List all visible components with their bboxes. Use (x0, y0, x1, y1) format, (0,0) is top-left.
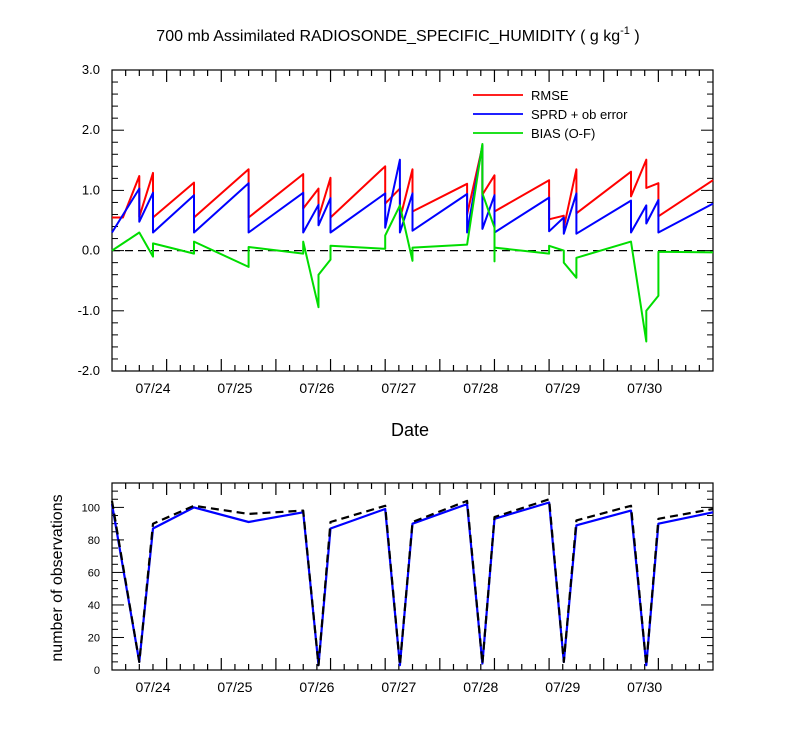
y-tick-label: -1.0 (78, 303, 100, 318)
x-tick-label: 07/25 (217, 380, 252, 396)
chart-title: 700 mb Assimilated RADIOSONDE_SPECIFIC_H… (156, 25, 639, 45)
x-tick-label: 07/28 (463, 380, 498, 396)
y-tick-label: 0.0 (82, 243, 100, 258)
series-line-1 (111, 144, 714, 235)
x-tick-label: 07/26 (299, 380, 334, 396)
bottom-chart: 07/24 07/25 07/26 07/27 07/28 07/29 07/30 100 80… (82, 482, 714, 695)
x-tick-label: 07/27 (381, 380, 416, 396)
series-line-2 (111, 143, 714, 343)
bottom-y-axis-label: number of observations (49, 494, 66, 661)
legend-label: BIAS (O-F) (531, 126, 595, 141)
title-main: 700 mb Assimilated RADIOSONDE_SPECIFIC_H… (156, 28, 620, 45)
x-tick-label: 07/27 (381, 679, 416, 695)
x-tick-label: 07/24 (135, 380, 170, 396)
top-x-axis-label: Date (391, 420, 429, 440)
x-tick-label: 07/26 (299, 679, 334, 695)
x-tick-label: 07/30 (627, 679, 662, 695)
legend-label: RMSE (531, 88, 569, 103)
series-line-1 (110, 498, 714, 667)
y-tick-label: 1.0 (82, 182, 100, 197)
top-chart: 07/24 07/25 07/26 07/27 07/28 07/29 07/30 3.0 2.… (78, 62, 714, 396)
title-unit-superscript: -1 (620, 25, 630, 37)
series-line-0 (110, 501, 714, 667)
y-tick-label: 0 (94, 665, 100, 677)
y-tick-label: 40 (88, 600, 100, 612)
y-tick-label: 80 (88, 535, 100, 547)
y-tick-label: 20 (88, 632, 100, 644)
x-tick-label: 07/29 (545, 380, 580, 396)
y-tick-label: 3.0 (82, 62, 100, 77)
y-tick-label: -2.0 (78, 363, 100, 378)
x-tick-label: 07/30 (627, 380, 662, 396)
y-tick-label: 2.0 (82, 122, 100, 137)
x-tick-label: 07/25 (217, 679, 252, 695)
legend-label: SPRD + ob error (531, 107, 628, 122)
y-tick-label: 100 (82, 502, 100, 514)
plot-frame (111, 482, 714, 671)
x-tick-label: 07/24 (135, 679, 170, 695)
x-tick-label: 07/28 (463, 679, 498, 695)
x-tick-label: 07/29 (545, 679, 580, 695)
y-tick-label: 60 (88, 567, 100, 579)
title-tail: ) (630, 28, 640, 45)
